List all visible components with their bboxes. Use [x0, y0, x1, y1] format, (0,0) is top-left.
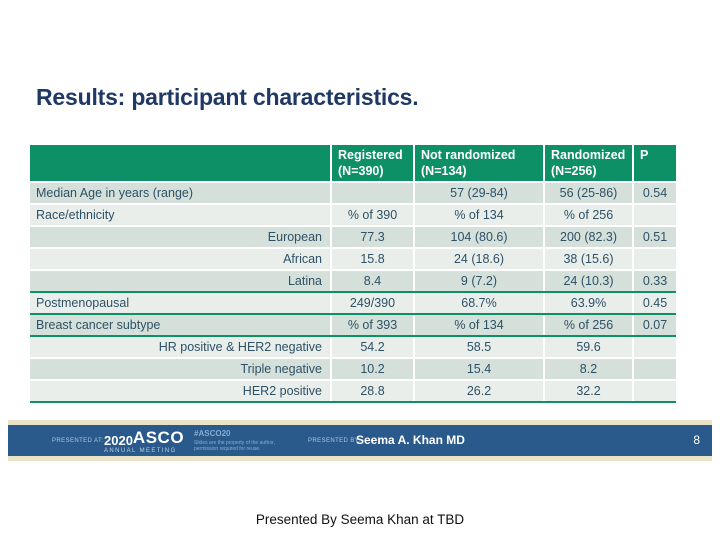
slide-title: Results: participant characteristics.	[36, 84, 419, 110]
table-cell: 0.45	[632, 293, 676, 313]
row-label: Median Age in years (range)	[30, 183, 330, 203]
table-cell: % of 390	[330, 205, 413, 225]
table-cell	[632, 249, 676, 269]
table-cell: 10.2	[330, 359, 413, 379]
table-header-row: Registered (N=390) Not randomized (N=134) Ra…	[30, 145, 676, 183]
table-cell: 26.2	[413, 381, 543, 401]
table-header-empty-cell	[30, 145, 330, 181]
presented-by-caption: Presented By Seema Khan at TBD	[255, 512, 465, 527]
table-cell	[632, 359, 676, 379]
table-row: European 77.3 104 (80.6) 200 (82.3) 0.51	[30, 227, 676, 249]
table-cell: 24 (18.6)	[413, 249, 543, 269]
table-cell: 59.6	[543, 337, 632, 357]
table-row: Median Age in years (range) 57 (29-84) 56 …	[30, 183, 676, 205]
table-cell: 104 (80.6)	[413, 227, 543, 247]
row-label: Race/ethnicity	[30, 205, 330, 225]
table-cell: 0.33	[632, 271, 676, 291]
footer-trim-top	[8, 420, 712, 425]
slide-footer-bar: PRESENTED AT: 2020ASCO ANNUAL MEETING #A…	[8, 425, 712, 456]
column-header: Not randomized (N=134)	[413, 145, 543, 181]
column-header: Registered (N=390)	[330, 145, 413, 181]
table-cell: 249/390	[330, 293, 413, 313]
table-cell: 58.5	[413, 337, 543, 357]
table-cell: 8.4	[330, 271, 413, 291]
table-cell: 0.07	[632, 315, 676, 335]
footer-trim-bottom	[8, 456, 712, 461]
table-cell: 63.9%	[543, 293, 632, 313]
table-cell: % of 256	[543, 315, 632, 335]
table-cell: 200 (82.3)	[543, 227, 632, 247]
table-row: HER2 positive 28.8 26.2 32.2	[30, 381, 676, 403]
table-row: African 15.8 24 (18.6) 38 (15.6)	[30, 249, 676, 271]
table-row: Postmenopausal 249/390 68.7% 63.9% 0.45	[30, 293, 676, 315]
table-body: Median Age in years (range) 57 (29-84) 56 …	[30, 183, 676, 403]
slide: Results: participant characteristics. Re…	[8, 84, 712, 461]
table-cell: 15.8	[330, 249, 413, 269]
table-cell: 77.3	[330, 227, 413, 247]
table-cell	[632, 205, 676, 225]
row-label: Postmenopausal	[30, 293, 330, 313]
column-header: P	[632, 145, 676, 181]
disclaimer-line-1: Slides are the property of the author,	[194, 440, 275, 446]
presented-by-label: PRESENTED BY:	[308, 438, 361, 444]
table-cell: % of 256	[543, 205, 632, 225]
column-header: Randomized (N=256)	[543, 145, 632, 181]
logo-asco: ASCO	[132, 428, 185, 447]
presented-at-label: PRESENTED AT:	[52, 438, 104, 444]
table-cell: 38 (15.6)	[543, 249, 632, 269]
slide-page-number: 8	[693, 433, 700, 447]
results-table: Registered (N=390) Not randomized (N=134) Ra…	[30, 145, 676, 403]
table-cell: 24 (10.3)	[543, 271, 632, 291]
table-cell: 15.4	[413, 359, 543, 379]
table-cell: 8.2	[543, 359, 632, 379]
table-cell: % of 134	[413, 205, 543, 225]
logo-year: 2020	[104, 433, 133, 448]
row-label: African	[30, 249, 330, 269]
hashtag: #ASCO20	[194, 429, 231, 438]
table-row: Breast cancer subtype% of 393% of 134% o…	[30, 315, 676, 337]
row-label: HER2 positive	[30, 381, 330, 401]
table-cell: 57 (29-84)	[413, 183, 543, 203]
table-cell: 0.54	[632, 183, 676, 203]
table-cell: % of 134	[413, 315, 543, 335]
table-cell: 0.51	[632, 227, 676, 247]
disclaimer-line-2: permission required for reuse.	[194, 446, 261, 452]
table-row: Race/ethnicity% of 390% of 134% of 256	[30, 205, 676, 227]
table-cell: 28.8	[330, 381, 413, 401]
asco-annual-meeting-logo: 2020ASCO ANNUAL MEETING	[104, 429, 184, 454]
presenter-name: Seema A. Khan MD	[356, 433, 465, 447]
row-label: Triple negative	[30, 359, 330, 379]
table-cell: 56 (25-86)	[543, 183, 632, 203]
table-cell	[632, 381, 676, 401]
table-row: Triple negative 10.2 15.4 8.2	[30, 359, 676, 381]
row-label: Breast cancer subtype	[30, 315, 330, 335]
table-row: Latina 8.4 9 (7.2) 24 (10.3) 0.33	[30, 271, 676, 293]
table-cell: 9 (7.2)	[413, 271, 543, 291]
table-cell: 32.2	[543, 381, 632, 401]
table-cell	[632, 337, 676, 357]
table-cell: % of 393	[330, 315, 413, 335]
logo-subtitle: ANNUAL MEETING	[104, 448, 177, 454]
row-label: Latina	[30, 271, 330, 291]
table-cell: 54.2	[330, 337, 413, 357]
logo-wordmark: 2020ASCO	[104, 429, 184, 447]
hashtag-block: #ASCO20 Slides are the property of the a…	[194, 429, 275, 453]
table-row: HR positive & HER2 negative 54.2 58.5 59.6	[30, 337, 676, 359]
row-label: European	[30, 227, 330, 247]
table-cell: 68.7%	[413, 293, 543, 313]
table-cell	[330, 183, 413, 203]
row-label: HR positive & HER2 negative	[30, 337, 330, 357]
